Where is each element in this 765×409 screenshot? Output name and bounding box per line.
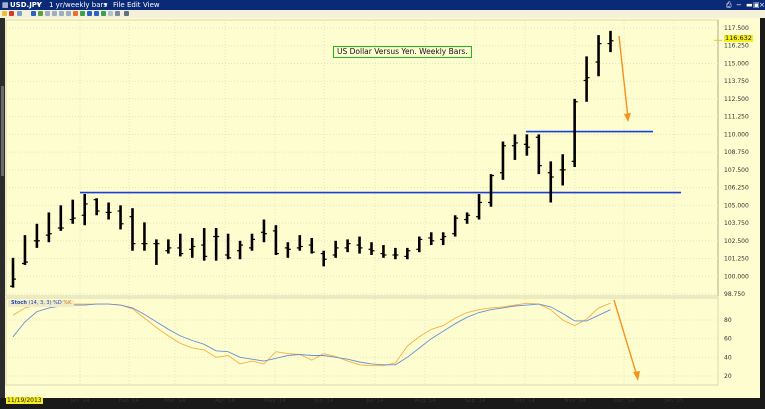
timeframe-selector[interactable]: 1 yr/weekly bars [49,1,108,9]
price-tick-label: 98.750 [724,291,745,298]
crosshair-icon[interactable] [9,11,14,16]
stoch-tick-label: 40 [724,354,732,361]
start-date-label: 11/19/2013 [6,397,43,404]
order-icon[interactable] [101,11,106,16]
menu-edit[interactable]: Edit [127,1,141,9]
chart-type-icon[interactable] [31,11,36,16]
menu-file[interactable]: File [113,1,125,9]
price-tick-label: 111.250 [724,114,749,121]
link-icon[interactable]: − [736,1,742,9]
time-tick-label: Jun '14 [314,398,334,404]
time-tick-label: Feb '14 [119,398,139,404]
symbol-dropdown-icon[interactable]: ▾ [37,1,41,9]
time-tick-label: May '14 [264,398,286,404]
draw-icon[interactable] [73,11,78,16]
settings-icon[interactable] [2,11,7,16]
channel-icon[interactable] [87,11,92,16]
price-tick-label: 106.250 [724,185,749,192]
price-tick-label: 108.750 [724,149,749,156]
price-tick-label: 103.750 [724,220,749,227]
stoch-k-label: %K [63,300,72,306]
close-icon[interactable]: × [759,1,765,9]
time-tick-label: Aug '14 [415,398,436,404]
time-tick-label: Mar '14 [165,398,186,404]
status-bar [0,405,765,409]
tools-icon[interactable] [115,11,120,16]
chart-title-annotation: US Dollar Versus Yen. Weekly Bars. [333,46,472,58]
price-tick-label: 110.000 [724,131,749,138]
fib-icon[interactable] [80,11,85,16]
stoch-name: Stoch [11,300,27,306]
trendline-icon[interactable] [45,11,50,16]
stoch-tick-label: 60 [724,336,732,343]
last-price-label: 116.632 [724,34,753,42]
time-tick-label: Oct '14 [515,398,535,404]
price-tick-label: 107.500 [724,167,749,174]
stoch-arrow-icon [613,299,638,377]
print-icon[interactable]: ⎙ [726,1,732,9]
stoch-d-line [12,303,611,366]
minimize-icon[interactable]: ▬ [746,1,753,9]
stoch-arrow-head-icon [633,371,640,381]
time-tick-label: Nov '14 [565,398,586,404]
time-tick-label: Jul '14 [366,398,384,404]
timeframe-dropdown-icon[interactable]: ▾ [104,1,108,9]
left-scrollbar[interactable] [0,18,5,398]
time-tick-label: Apr '14 [215,398,235,404]
stoch-tick-label: 20 [724,373,732,380]
stoch-k-line [12,302,611,367]
scrollbar-thumb[interactable] [1,86,4,176]
price-tick-label: 115.000 [724,60,749,67]
stoch-d-label: %D [53,300,62,306]
text-icon[interactable] [94,11,99,16]
time-tick-label: Jan '14 [70,398,90,404]
stoch-legend[interactable]: Stoch (14, 3, 3) %D %K [8,300,75,307]
price-tick-label: 105.000 [724,202,749,209]
stoch-params: (14, 3, 3) [28,300,52,306]
price-tick-label: 100.000 [724,273,749,280]
time-tick-label: Sep '14 [465,398,486,404]
price-panel-frame [5,19,719,297]
stoch-tick-label: 80 [724,317,732,324]
chart-canvas[interactable] [5,18,760,398]
more-dropdown-icon[interactable] [124,11,129,16]
restore-icon[interactable]: ▣ [753,1,760,9]
price-tick-label: 102.500 [724,238,749,245]
price-arrow-head-icon [624,113,631,122]
chart-toolbar [0,10,765,18]
app-icon: ▦ [2,1,9,9]
price-arrow-icon [618,35,629,119]
price-tick-label: 116.250 [724,43,749,50]
indicator-icon[interactable] [38,11,43,16]
price-tick-label: 101.250 [724,256,749,263]
pan-icon[interactable] [66,11,71,16]
time-tick-label: Jan '15 [664,398,684,404]
price-tick-label: 112.500 [724,96,749,103]
zoom-in-icon[interactable] [52,11,57,16]
stoch-panel-frame [5,297,719,386]
title-bar: ▦ USD.JPY ▾ 1 yr/weekly bars ▾ File Edit… [0,0,765,10]
menu-view[interactable]: View [143,1,160,9]
price-tick-label: 113.750 [724,78,749,85]
zoom-icon[interactable] [17,11,22,16]
zoom-out-icon[interactable] [59,11,64,16]
symbol-selector[interactable]: USD.JPY [10,1,42,9]
price-tick-label: 117.500 [724,25,749,32]
cursor-icon[interactable] [108,11,113,16]
time-tick-label: Dec '14 [614,398,635,404]
